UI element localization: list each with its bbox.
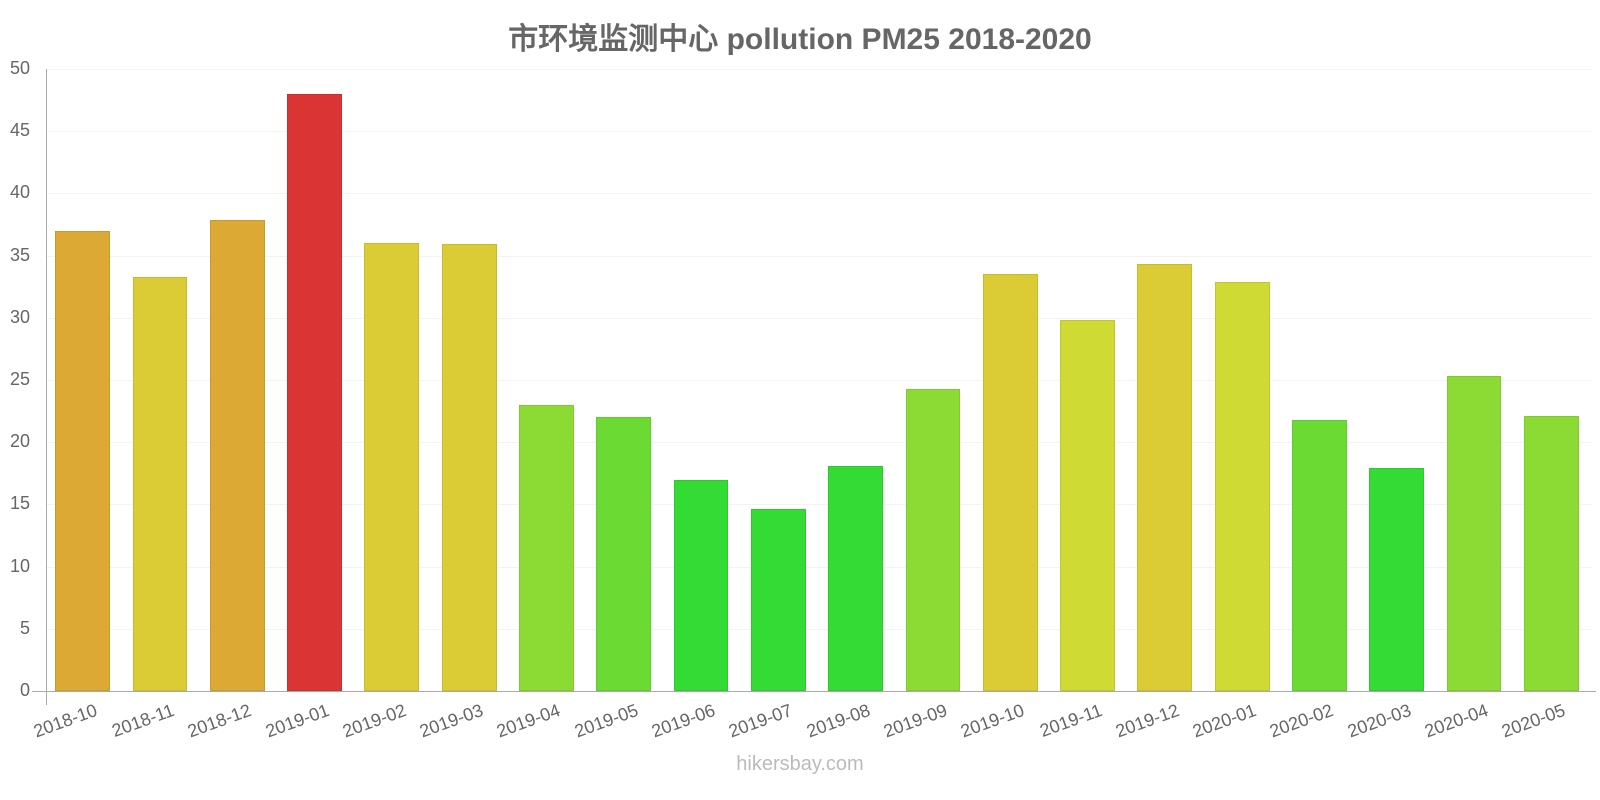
y-tick-label: 5 bbox=[19, 617, 30, 638]
bar-2019-08[interactable] bbox=[828, 465, 884, 691]
y-tick-label: 10 bbox=[9, 555, 30, 576]
bar-2019-10[interactable] bbox=[982, 274, 1038, 691]
y-tick-label: 30 bbox=[9, 306, 30, 327]
bar-2020-02[interactable] bbox=[1292, 419, 1347, 691]
gridline bbox=[46, 380, 1592, 381]
bar-2019-09[interactable] bbox=[905, 388, 961, 691]
y-tick-label: 50 bbox=[9, 58, 30, 78]
bar-2019-02[interactable] bbox=[364, 243, 420, 691]
bar-2019-03[interactable] bbox=[441, 244, 497, 691]
y-tick-label: 0 bbox=[19, 680, 30, 700]
bar-2020-05[interactable] bbox=[1523, 416, 1579, 691]
gridline bbox=[46, 628, 1592, 630]
y-tick-label: 45 bbox=[9, 120, 30, 141]
bar-2018-12[interactable] bbox=[209, 219, 265, 691]
bar-2019-11[interactable] bbox=[1060, 320, 1115, 691]
gridline bbox=[46, 131, 1592, 133]
x-axis-line bbox=[32, 691, 1596, 692]
gridline bbox=[46, 255, 1592, 257]
bar-2019-06[interactable] bbox=[673, 479, 729, 691]
bar-2020-01[interactable] bbox=[1214, 281, 1270, 691]
plot-area bbox=[46, 69, 1592, 691]
bar-2018-11[interactable] bbox=[132, 276, 188, 691]
bar-2019-04[interactable] bbox=[519, 404, 574, 691]
gridline bbox=[46, 193, 1592, 195]
watermark: hikersbay.com bbox=[736, 753, 864, 775]
gridline bbox=[46, 69, 1592, 70]
gridline bbox=[46, 442, 1592, 444]
gridline bbox=[46, 317, 1592, 319]
gridline bbox=[46, 504, 1592, 506]
y-tick-label: 40 bbox=[9, 182, 30, 203]
bar-2019-12[interactable] bbox=[1137, 264, 1193, 691]
bar-2018-10[interactable] bbox=[55, 230, 111, 691]
y-tick-label: 25 bbox=[9, 369, 30, 389]
y-axis-line bbox=[46, 69, 47, 705]
bar-2020-03[interactable] bbox=[1369, 468, 1425, 691]
gridline bbox=[46, 566, 1592, 568]
chart-title: 市环境监测中心 pollution PM25 2018-2020 bbox=[508, 23, 1092, 56]
y-tick-label: 35 bbox=[9, 244, 30, 265]
y-tick-label: 20 bbox=[9, 431, 30, 452]
bar-2019-01[interactable] bbox=[287, 93, 342, 691]
bar-2019-07[interactable] bbox=[750, 509, 806, 691]
bar-2020-04[interactable] bbox=[1446, 376, 1502, 691]
bar-2019-05[interactable] bbox=[596, 417, 652, 691]
y-tick-label: 15 bbox=[9, 493, 30, 514]
